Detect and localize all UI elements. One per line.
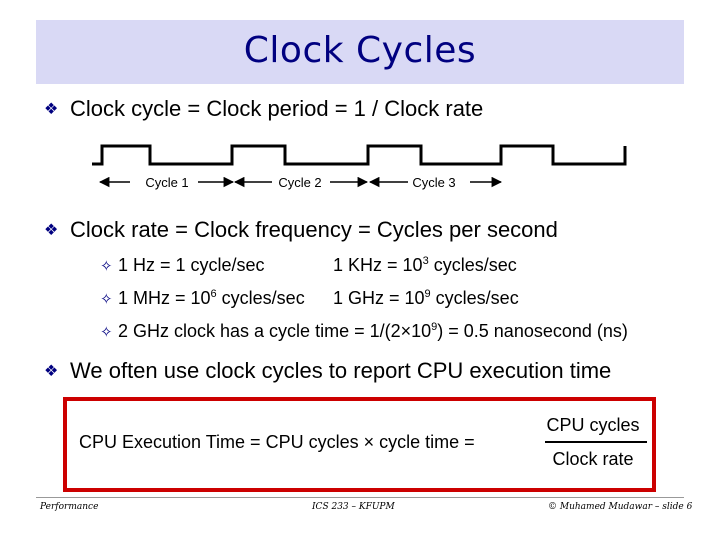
cycle-2-label: Cycle 2 <box>278 175 321 190</box>
cycle-3-label: Cycle 3 <box>412 175 455 190</box>
star-bullet-icon: ✧ <box>100 291 113 308</box>
sub-2ghz-clock: ✧ 2 GHz clock has a cycle time = 1/(2×109… <box>100 321 628 341</box>
formula-denominator: Clock rate <box>552 449 634 469</box>
star-bullet-icon: ✧ <box>100 258 113 275</box>
footer-divider <box>36 497 684 498</box>
formula-numerator: CPU cycles <box>546 415 640 435</box>
bullet-text: We often use clock cycles to report CPU … <box>70 358 612 383</box>
bullet-cpu-time: ❖ We often use clock cycles to report CPU… <box>44 358 611 384</box>
bullet-clock-cycle: ❖ Clock cycle = Clock period = 1 / Clock … <box>44 96 483 122</box>
sub-khz: 1 KHz = 103 cycles/sec <box>333 255 517 275</box>
clock-waveform-diagram: Cycle 1 Cycle 2 Cycle 3 <box>92 144 627 190</box>
star-bullet-icon: ✧ <box>100 324 113 341</box>
footer-right: © Muhamed Mudawar – slide 6 <box>548 502 693 512</box>
sub-hz: ✧ 1 Hz = 1 cycle/sec <box>100 255 265 275</box>
slide-title: Clock Cycles <box>243 30 477 71</box>
fraction-bar <box>545 441 647 443</box>
diamond-bullet-icon: ❖ <box>44 363 59 380</box>
diamond-bullet-icon: ❖ <box>44 101 59 118</box>
formula-box: CPU Execution Time = CPU cycles × cycle … <box>63 397 656 492</box>
cycle-1-label: Cycle 1 <box>145 175 188 190</box>
bullet-text: Clock rate = Clock frequency = Cycles pe… <box>70 217 558 242</box>
bullet-text: Clock cycle = Clock period = 1 / Clock r… <box>70 96 484 121</box>
sub-ghz: 1 GHz = 109 cycles/sec <box>333 288 519 308</box>
diamond-bullet-icon: ❖ <box>44 222 59 239</box>
sub-mhz: ✧ 1 MHz = 106 cycles/sec <box>100 288 305 308</box>
title-bar: Clock Cycles <box>36 20 684 84</box>
clock-signal <box>92 144 627 166</box>
bullet-clock-rate: ❖ Clock rate = Clock frequency = Cycles p… <box>44 217 558 243</box>
formula-lhs: CPU Execution Time = CPU cycles × cycle … <box>79 432 475 452</box>
footer-center: ICS 233 – KFUPM <box>312 502 395 512</box>
footer-left: Performance <box>40 502 99 512</box>
